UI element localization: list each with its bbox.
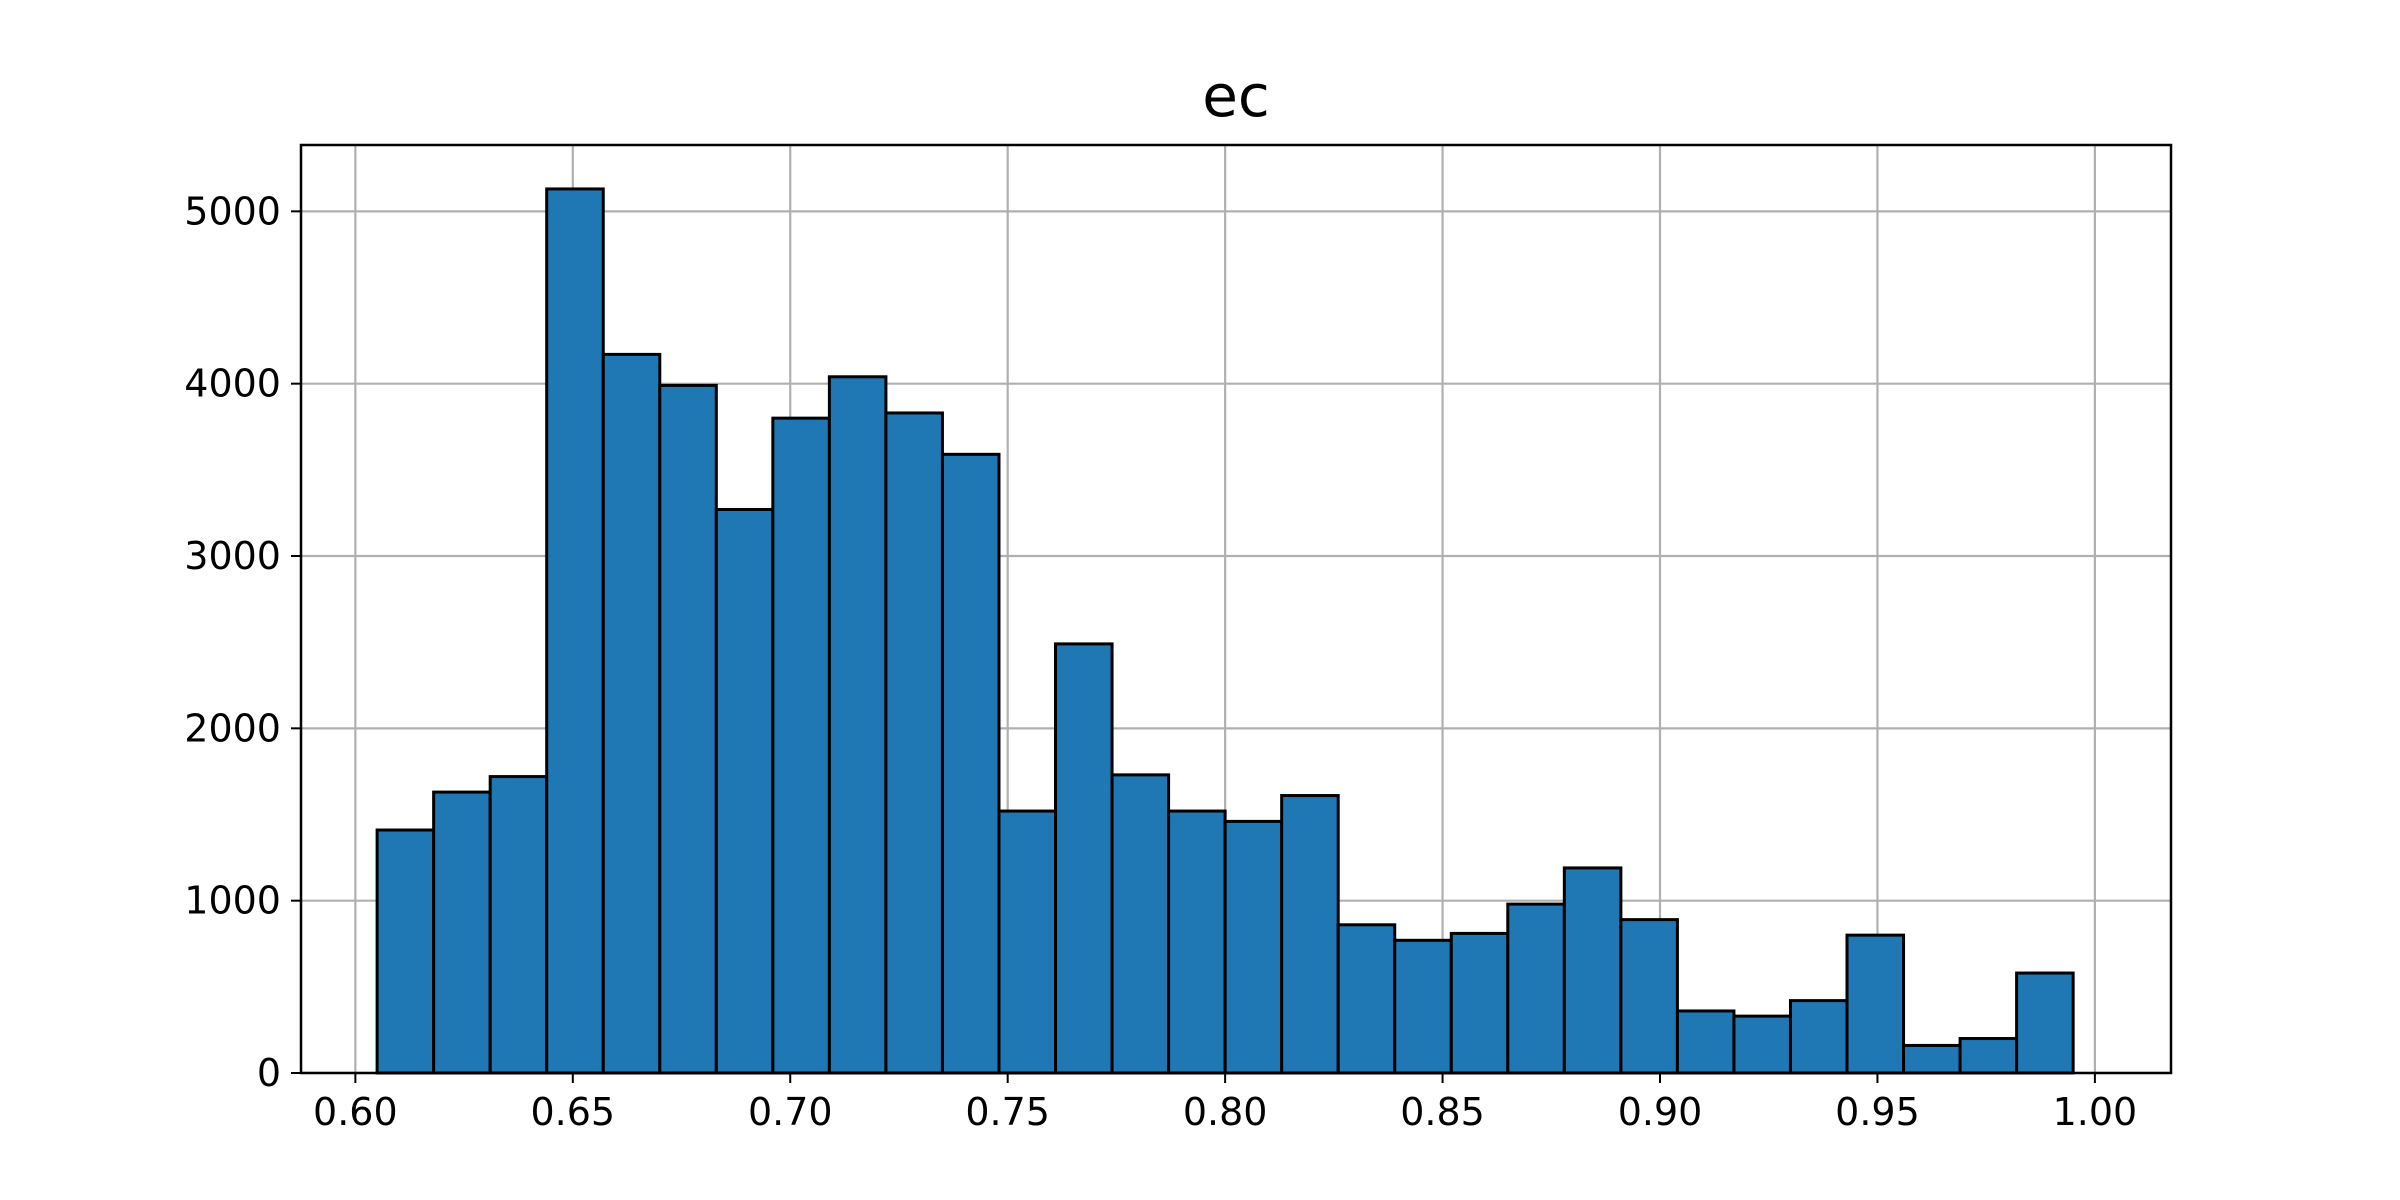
y-tick-label: 5000	[184, 189, 281, 233]
x-tick-label: 1.00	[2053, 1090, 2138, 1134]
x-tick-label: 0.90	[1618, 1090, 1703, 1134]
y-tick-label: 3000	[184, 534, 281, 578]
histogram-bar	[1054, 642, 1114, 1075]
histogram-bar	[1675, 1009, 1736, 1075]
histogram-bar	[940, 452, 1001, 1075]
x-tick-label: 0.65	[530, 1090, 615, 1134]
histogram-bar	[1167, 809, 1227, 1075]
histogram-bar	[1336, 923, 1397, 1075]
x-tick-label: 0.70	[748, 1090, 833, 1134]
plot-frame	[299, 143, 2173, 1075]
histogram-bar	[997, 809, 1058, 1075]
y-tick-label: 0	[257, 1051, 281, 1095]
x-tick-label: 0.60	[313, 1090, 398, 1134]
histogram-bar	[1280, 794, 1340, 1075]
histogram-bar	[1223, 819, 1284, 1075]
histogram-bar	[1562, 866, 1623, 1075]
histogram-bar	[714, 507, 775, 1075]
histogram-bar	[884, 411, 944, 1075]
histogram-bar	[1902, 1043, 1962, 1075]
y-tick-label: 1000	[184, 879, 281, 923]
histogram-bar	[432, 790, 492, 1075]
histogram-bar	[1845, 933, 1906, 1075]
histogram-bar	[1958, 1037, 2019, 1075]
histogram-bar	[545, 187, 605, 1075]
histogram-bar	[375, 828, 436, 1075]
histogram-bar	[1393, 938, 1453, 1075]
histogram-bar	[771, 416, 831, 1075]
histogram-bar	[1732, 1014, 1792, 1075]
x-tick-label: 0.80	[1183, 1090, 1268, 1134]
histogram-bar	[1788, 999, 1849, 1075]
histogram-bar	[658, 383, 718, 1075]
chart-title: ec	[1202, 62, 1270, 130]
histogram-bar	[601, 352, 662, 1075]
y-tick-label: 2000	[184, 706, 281, 750]
x-tick-label: 0.85	[1400, 1090, 1485, 1134]
y-tick-label: 4000	[184, 362, 281, 406]
x-tick-label: 0.95	[1835, 1090, 1920, 1134]
histogram-bar	[1110, 773, 1171, 1075]
x-axis-ticks: 0.60 0.65 0.70 0.75 0.80 0.85 0.90 0.95 1.00	[313, 1073, 2137, 1134]
histogram-bar	[1506, 902, 1566, 1075]
histogram-bar	[1619, 918, 1679, 1075]
histogram-bar	[2015, 971, 2075, 1075]
x-tick-label: 0.75	[965, 1090, 1050, 1134]
histogram-bar	[1449, 931, 1510, 1075]
bars-layer	[375, 187, 2075, 1075]
histogram-bar	[827, 375, 888, 1075]
y-axis-ticks: 0 1000 2000 3000 4000 5000	[184, 189, 301, 1095]
histogram-bar	[488, 775, 549, 1075]
